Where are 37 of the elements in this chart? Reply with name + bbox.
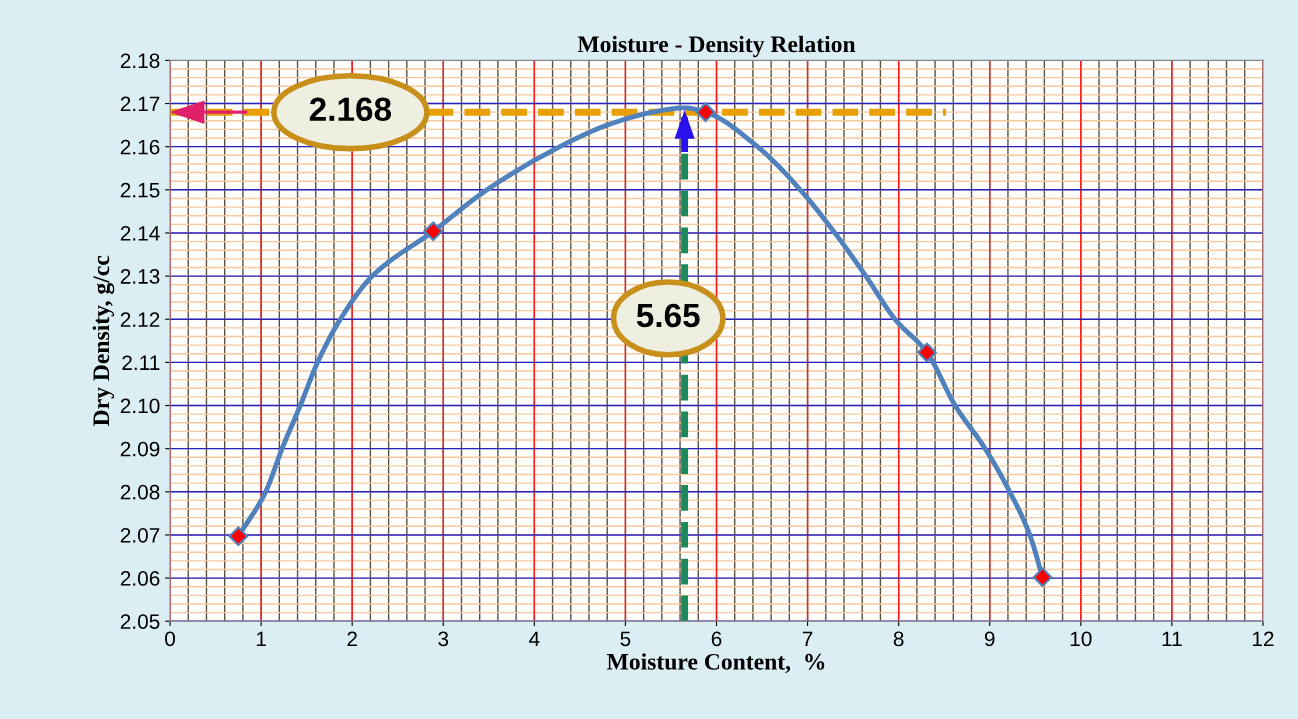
x-tick-label: 1 (256, 631, 266, 647)
y-tick-label: 2.17 (120, 96, 160, 112)
x-axis-title: Moisture Content, % (606, 653, 825, 674)
y-tick-label: 2.08 (120, 484, 160, 500)
x-tick-label: 9 (984, 631, 995, 647)
point (1032, 567, 1053, 588)
y-tick-label: 2.11 (122, 355, 160, 370)
point (917, 342, 937, 363)
x-tick-label: 12 (1252, 631, 1274, 647)
y-tick-label: 2.13 (120, 269, 160, 284)
y-tick-label: 2.14 (120, 225, 160, 241)
point (423, 221, 444, 242)
y-tick-label: 2.12 (120, 312, 160, 327)
point (695, 102, 716, 123)
point (228, 526, 249, 547)
y-tick-label: 2.18 (120, 53, 160, 69)
x-tick-label: 7 (802, 631, 813, 647)
y-tick-label: 2.06 (120, 571, 160, 586)
ref-line-label: 2.168 (309, 97, 392, 122)
y-tick-label: 2.15 (120, 182, 160, 198)
x-tick-label: 8 (893, 631, 904, 647)
x-tick-label: 6 (711, 631, 722, 647)
x-tick-label: 10 (1070, 631, 1092, 647)
y-axis-title: Dry Density, g/cc (92, 255, 115, 426)
y-tick-label: 2.05 (120, 614, 160, 629)
x-tick-label: 4 (529, 631, 540, 647)
x-tick-label: 5 (620, 631, 631, 647)
ref-line-label: 5.65 (636, 303, 700, 328)
y-tick-label: 2.07 (120, 527, 160, 543)
x-tick-label: 2 (347, 631, 357, 647)
x-tick-label: 0 (165, 631, 176, 647)
y-tick-label: 2.10 (120, 398, 160, 414)
chart-title: Moisture - Density Relation (577, 35, 856, 58)
x-tick-label: 11 (1162, 631, 1182, 647)
y-tick-label: 2.16 (120, 139, 160, 155)
y-tick-label: 2.09 (120, 441, 160, 457)
x-tick-label: 3 (438, 631, 449, 647)
